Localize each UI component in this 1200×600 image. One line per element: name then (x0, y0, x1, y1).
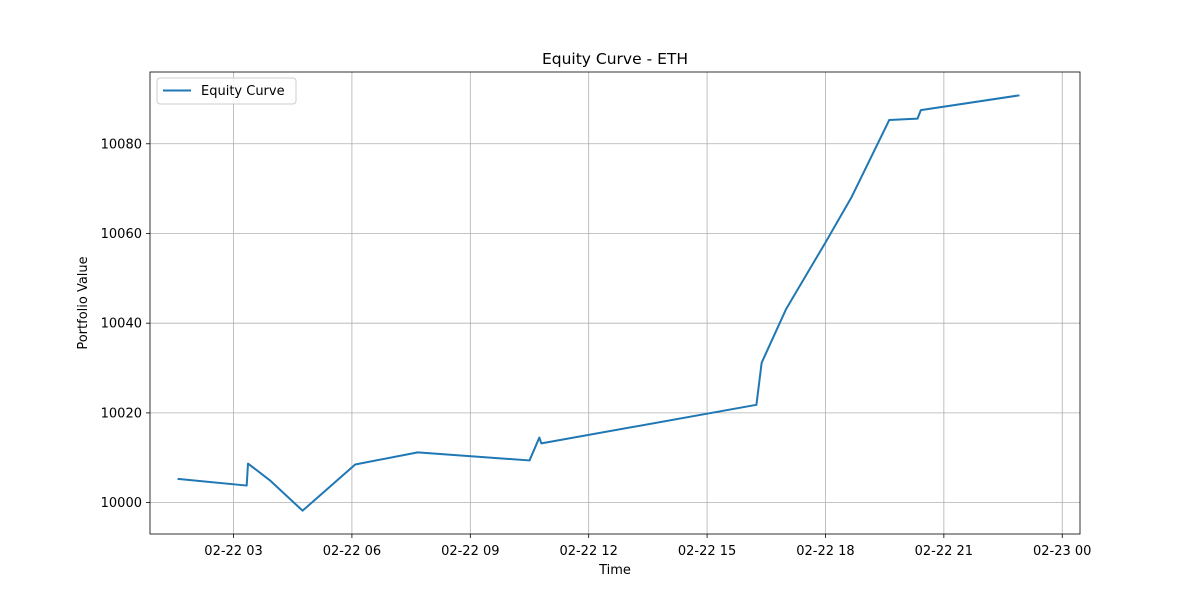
x-tick-label: 02-22 15 (678, 544, 736, 559)
ticks: 02-22 03 02-22 06 02-22 09 02-22 12 02-22 15… (101, 137, 1092, 559)
y-axis-label: Portfolio Value (76, 256, 91, 349)
x-axis-label: Time (598, 563, 631, 578)
x-tick-label: 02-23 00 (1033, 544, 1091, 559)
y-tick-label: 10080 (101, 137, 142, 152)
y-tick-label: 10060 (101, 227, 142, 242)
y-tick-label: 10040 (101, 317, 142, 332)
y-tick-label: 10020 (101, 406, 142, 421)
legend-box (156, 77, 297, 105)
line-layer (177, 94, 1020, 512)
y-tick-label: 10000 (101, 496, 142, 511)
legend-label: Equity Curve (201, 84, 285, 99)
x-tick-label: 02-22 18 (796, 544, 854, 559)
x-tick-label: 02-22 03 (204, 544, 262, 559)
grid (150, 72, 1080, 534)
plot-frame (149, 71, 1081, 535)
x-tick-label: 02-22 09 (441, 544, 499, 559)
x-tick-label: 02-22 06 (323, 544, 381, 559)
chart-title: Equity Curve - ETH (542, 50, 688, 68)
x-tick-label: 02-22 12 (559, 544, 617, 559)
series-line-equity-curve (177, 94, 1020, 512)
legend: Equity Curve (156, 77, 297, 105)
x-tick-label: 02-22 21 (915, 544, 973, 559)
